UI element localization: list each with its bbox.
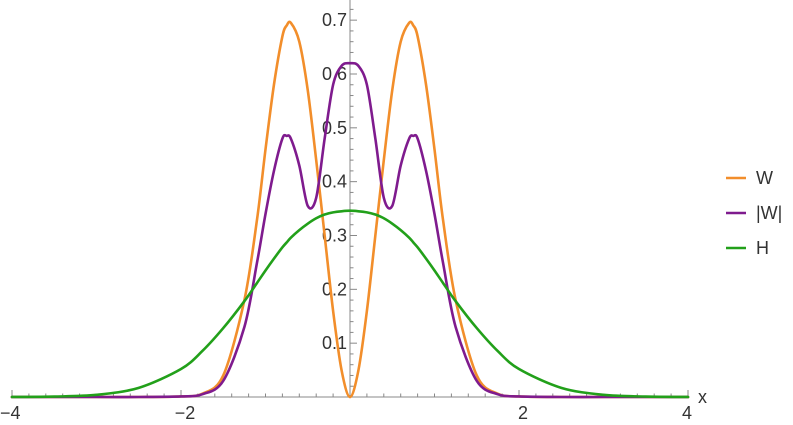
- series-line-2: [10, 61, 690, 399]
- axes: x: [12, 0, 707, 407]
- x-tick-label: 4: [682, 403, 692, 423]
- ticks: −4 −2 2 40.10.20.30.40.50.60.7: [0, 8, 692, 423]
- x-tick-label: −4: [0, 403, 21, 423]
- series-line-1: [10, 20, 690, 399]
- legend-label: H: [756, 238, 769, 258]
- y-tick-label: 0.3: [322, 225, 347, 245]
- legend-label: |W|: [756, 203, 782, 223]
- y-tick-label: 0.7: [322, 10, 347, 30]
- x-tick-label: 2: [518, 403, 528, 423]
- y-tick-label: 0.4: [322, 172, 347, 192]
- y-tick-label: 0.1: [322, 333, 347, 353]
- series-line-3: [10, 209, 690, 399]
- legend-label: W: [756, 168, 773, 188]
- x-tick-label: −2: [175, 403, 196, 423]
- x-axis-label: x: [698, 387, 707, 407]
- series-group: [10, 20, 690, 399]
- legend: W |W| H: [726, 168, 782, 258]
- y-tick-label: 0.2: [322, 279, 347, 299]
